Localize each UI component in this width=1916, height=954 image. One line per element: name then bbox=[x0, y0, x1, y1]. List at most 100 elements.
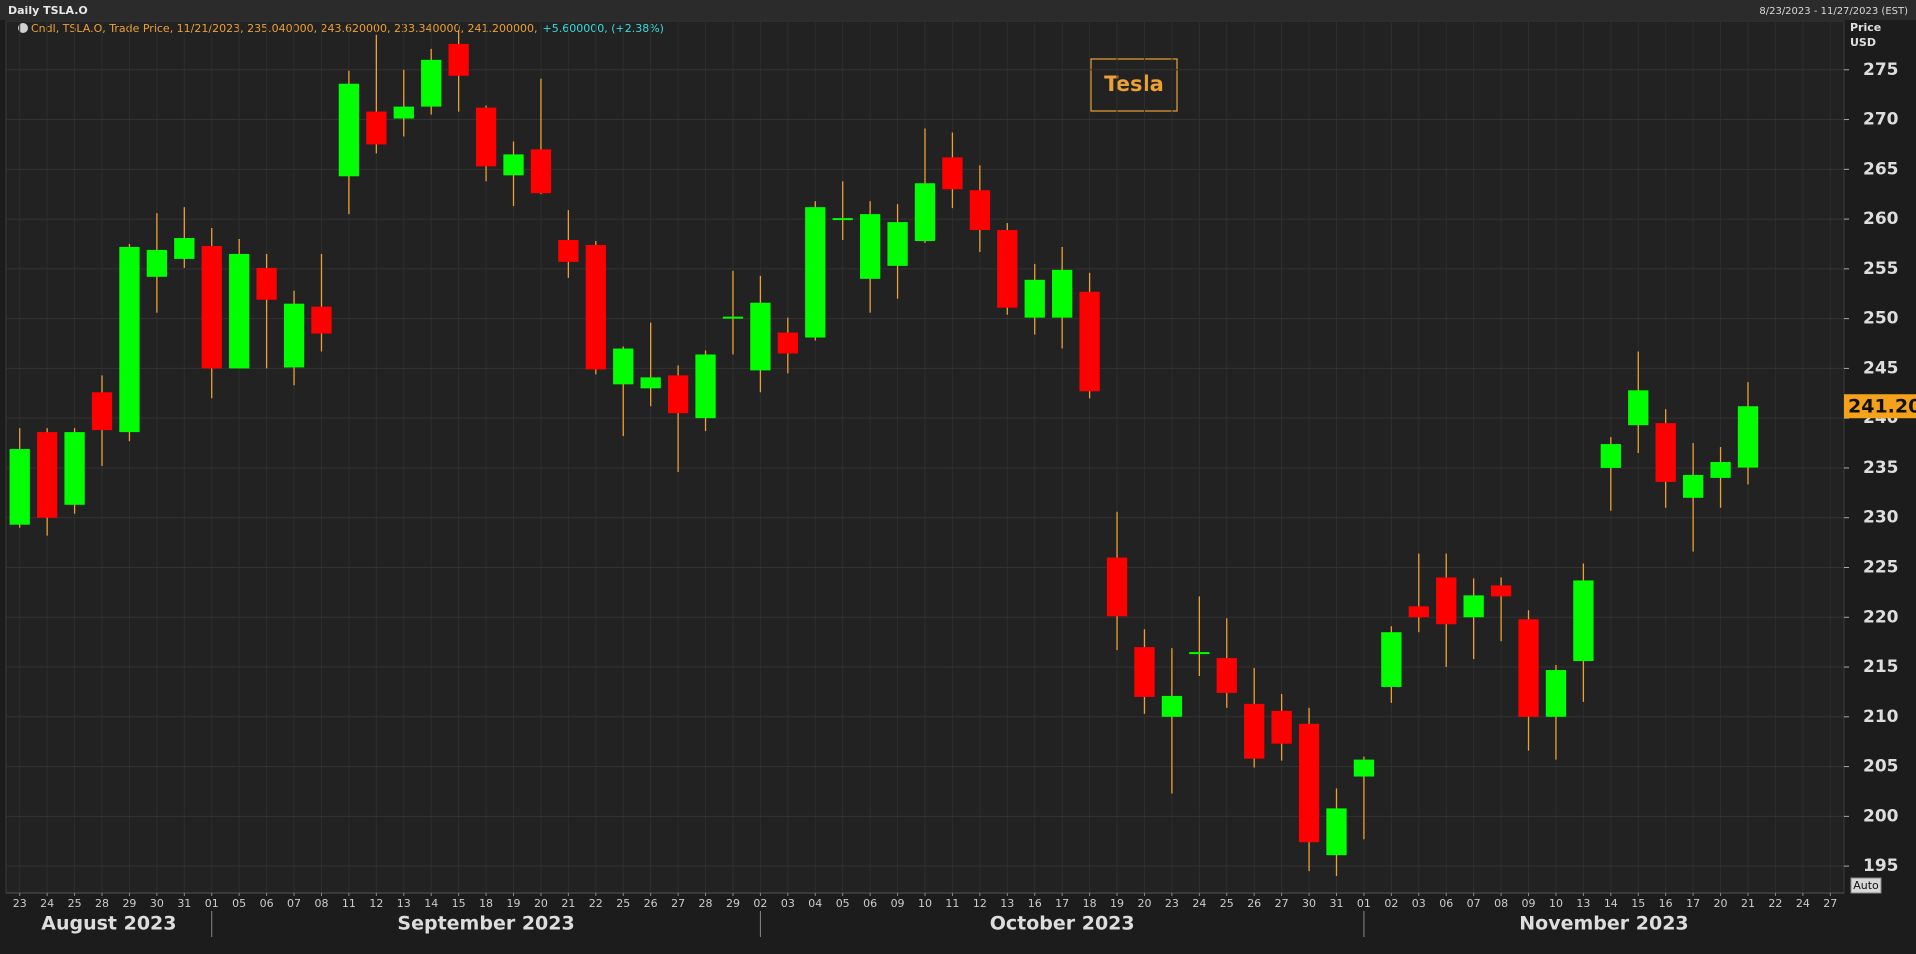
y-tick-label: 245 bbox=[1863, 358, 1899, 378]
candle-body bbox=[805, 207, 826, 338]
title-bar bbox=[0, 0, 1916, 20]
candle-body bbox=[1353, 759, 1375, 777]
candle-body bbox=[283, 303, 305, 368]
candle-body bbox=[1408, 606, 1429, 618]
x-tick-label: 29 bbox=[726, 897, 740, 910]
auto-button-label[interactable]: Auto bbox=[1853, 879, 1879, 892]
candle-body bbox=[1545, 670, 1567, 717]
candle-body bbox=[695, 354, 716, 419]
candle-body bbox=[64, 432, 85, 505]
candle-body bbox=[558, 239, 579, 262]
x-tick-label: 27 bbox=[1275, 897, 1289, 910]
x-tick-label: 24 bbox=[1796, 897, 1810, 910]
x-tick-label: 13 bbox=[1576, 897, 1590, 910]
x-tick-label: 22 bbox=[1768, 897, 1782, 910]
legend-icon bbox=[18, 23, 28, 33]
y-tick-label: 270 bbox=[1863, 110, 1899, 130]
candle-body bbox=[1271, 710, 1292, 744]
last-price-box bbox=[1844, 394, 1916, 419]
y-axis-label: Price bbox=[1850, 21, 1881, 34]
x-tick-label: 17 bbox=[1686, 897, 1700, 910]
x-tick-label: 19 bbox=[507, 897, 521, 910]
x-tick-label: 23 bbox=[13, 897, 27, 910]
candle-body bbox=[859, 214, 881, 279]
x-tick-label: 20 bbox=[534, 897, 548, 910]
date-range: 8/23/2023 - 11/27/2023 (EST) bbox=[1759, 6, 1908, 17]
candle-body bbox=[1024, 279, 1045, 318]
candle-body bbox=[1682, 474, 1704, 498]
x-tick-label: 02 bbox=[1384, 897, 1398, 910]
x-tick-label: 01 bbox=[1357, 897, 1371, 910]
candle-body bbox=[1600, 444, 1621, 468]
x-tick-label: 30 bbox=[1302, 897, 1316, 910]
candle-body bbox=[201, 245, 222, 369]
x-tick-label: 11 bbox=[342, 897, 356, 910]
y-tick-label: 260 bbox=[1863, 209, 1899, 229]
candle-body bbox=[1134, 647, 1155, 697]
x-tick-label: 26 bbox=[1247, 897, 1261, 910]
x-tick-label: 27 bbox=[671, 897, 685, 910]
plot-layer bbox=[6, 21, 1844, 893]
x-tick-label: 08 bbox=[1494, 897, 1508, 910]
legend: Cndl, TSLA.O, Trade Price, 11/21/2023, 2… bbox=[31, 22, 664, 35]
x-tick-label: 20 bbox=[1714, 897, 1728, 910]
candle-body bbox=[997, 230, 1018, 308]
auto-button-frame[interactable] bbox=[1850, 877, 1882, 894]
y-tick-label: 225 bbox=[1863, 557, 1899, 577]
y-tick-label: 230 bbox=[1863, 508, 1899, 528]
x-tick-label: 14 bbox=[424, 897, 438, 910]
candle-body bbox=[36, 432, 58, 518]
x-tick-label: 15 bbox=[452, 897, 466, 910]
candle-body bbox=[887, 222, 908, 266]
x-tick-label: 26 bbox=[644, 897, 658, 910]
candle-body bbox=[146, 249, 168, 277]
legend-change: +5.600000, (+2.38%) bbox=[543, 22, 664, 35]
annotation-box bbox=[1090, 58, 1178, 112]
candle-body bbox=[1463, 595, 1484, 618]
candle-body bbox=[311, 306, 332, 334]
candle-body bbox=[1381, 632, 1402, 687]
candle-body bbox=[421, 59, 442, 107]
candle-body bbox=[1490, 585, 1512, 597]
y-tick-label: 195 bbox=[1863, 856, 1899, 876]
x-tick-label: 13 bbox=[397, 897, 411, 910]
candle-body bbox=[1710, 461, 1731, 478]
x-tick-label: 28 bbox=[95, 897, 109, 910]
candle-body bbox=[722, 316, 744, 319]
candle-body bbox=[1326, 808, 1347, 856]
x-tick-label: 12 bbox=[973, 897, 987, 910]
x-tick-label: 18 bbox=[479, 897, 493, 910]
y-tick-label: 265 bbox=[1863, 159, 1899, 179]
x-tick-label: 13 bbox=[1000, 897, 1014, 910]
candle-body bbox=[1628, 390, 1649, 426]
x-tick-label: 19 bbox=[1110, 897, 1124, 910]
candle-body bbox=[667, 375, 689, 414]
last-price-label: 241.200 bbox=[1848, 396, 1916, 418]
x-tick-label: 07 bbox=[287, 897, 301, 910]
x-tick-label: 24 bbox=[1192, 897, 1206, 910]
x-tick-label: 25 bbox=[1220, 897, 1234, 910]
month-label: September 2023 bbox=[397, 913, 574, 935]
x-tick-label: 01 bbox=[205, 897, 219, 910]
candle-body bbox=[9, 449, 30, 525]
legend-text: Cndl, TSLA.O, Trade Price, 11/21/2023, 2… bbox=[31, 22, 538, 35]
candle-body bbox=[338, 83, 360, 177]
candle-body bbox=[1518, 619, 1539, 717]
candle-body bbox=[1079, 291, 1100, 392]
candle-body bbox=[942, 157, 963, 190]
candle-body bbox=[530, 149, 552, 194]
candle-body bbox=[585, 244, 606, 370]
y-tick-label: 210 bbox=[1863, 707, 1899, 727]
candle-body bbox=[777, 332, 798, 354]
x-tick-label: 21 bbox=[1741, 897, 1755, 910]
annotation: Tesla bbox=[1104, 72, 1164, 96]
y-tick-label: 200 bbox=[1863, 806, 1899, 826]
auto-button[interactable]: Auto bbox=[1850, 877, 1882, 894]
x-tick-label: 28 bbox=[699, 897, 713, 910]
candle-body bbox=[1106, 557, 1128, 617]
candle-body bbox=[119, 246, 140, 433]
candle-body bbox=[750, 302, 771, 371]
x-tick-label: 18 bbox=[1083, 897, 1097, 910]
